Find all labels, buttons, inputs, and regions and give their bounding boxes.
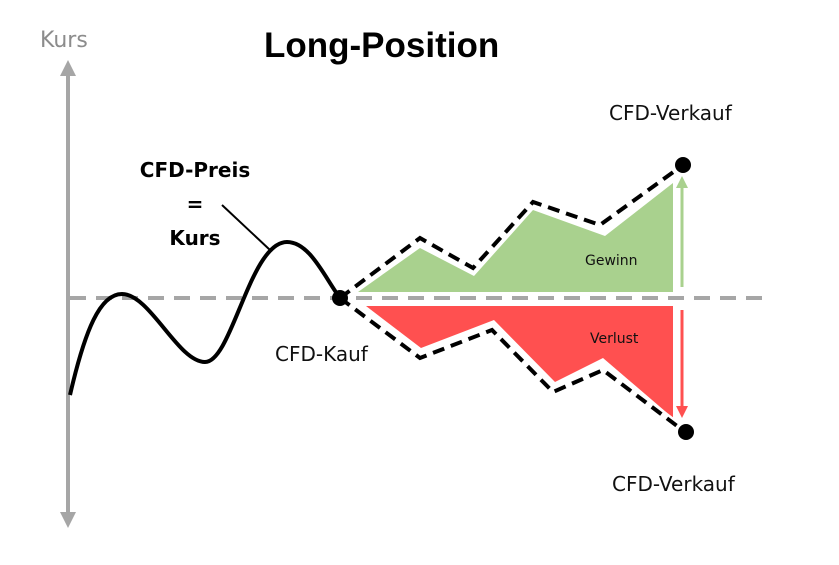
- buy-label: CFD-Kauf: [275, 342, 368, 366]
- gain-label: Gewinn: [585, 253, 638, 269]
- price-curve: [68, 239, 342, 396]
- diagram-title: Long-Position: [264, 26, 500, 65]
- loss-area: [366, 306, 673, 418]
- price-label-line2: =: [186, 192, 204, 216]
- sell-point-top: [675, 157, 691, 173]
- sell-point-bottom: [678, 424, 694, 440]
- price-label-leader: [221, 204, 271, 251]
- price-label-line3: Kurs: [169, 226, 221, 250]
- gain-area: [358, 183, 673, 292]
- sell-label-bottom: CFD-Verkauf: [612, 472, 735, 496]
- y-axis-label: Kurs: [40, 28, 88, 53]
- sell-label-top: CFD-Verkauf: [609, 101, 732, 125]
- buy-point: [332, 290, 348, 306]
- gain-path: [338, 163, 685, 300]
- loss-label: Verlust: [590, 331, 639, 347]
- loss-path: [338, 296, 687, 434]
- price-label-line1: CFD-Preis: [139, 158, 251, 182]
